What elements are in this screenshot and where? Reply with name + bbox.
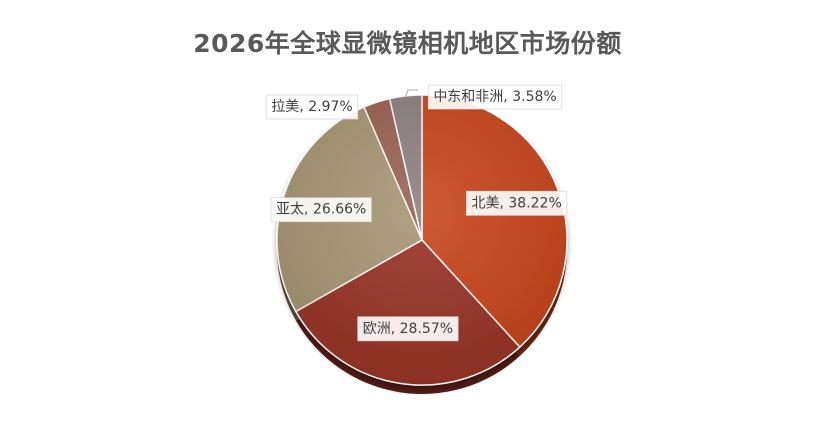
slice-label-box-1 <box>357 316 459 342</box>
slice-label-box-0 <box>466 190 568 216</box>
slice-label-3: 拉美, 2.97% <box>265 94 359 120</box>
leader-line-4 <box>405 89 418 97</box>
slice-label-text-0: 北美, 38.22% <box>471 195 561 211</box>
slice-label-box-3 <box>265 94 359 120</box>
pie-slices <box>276 94 568 386</box>
slice-label-text-2: 亚太, 26.66% <box>276 202 366 218</box>
slice-label-text-3: 拉美, 2.97% <box>271 99 352 115</box>
slice-label-4: 中东和非洲, 3.58% <box>427 84 563 110</box>
slice-label-2: 亚太, 26.66% <box>270 197 372 223</box>
slice-label-text-1: 欧洲, 28.57% <box>363 321 453 337</box>
pie-labels: 北美, 38.22% 欧洲, 28.57% 亚太, 26.66% 拉美, 2.97% 中… <box>265 84 568 342</box>
slice-label-box-4 <box>427 84 563 110</box>
chart-title: 2026年全球显微镜相机地区市场份额 <box>193 29 622 58</box>
slice-label-box-2 <box>270 197 372 223</box>
slice-label-0: 北美, 38.22% <box>466 190 568 216</box>
slice-label-text-4: 中东和非洲, 3.58% <box>433 89 556 105</box>
slice-label-1: 欧洲, 28.57% <box>357 316 459 342</box>
